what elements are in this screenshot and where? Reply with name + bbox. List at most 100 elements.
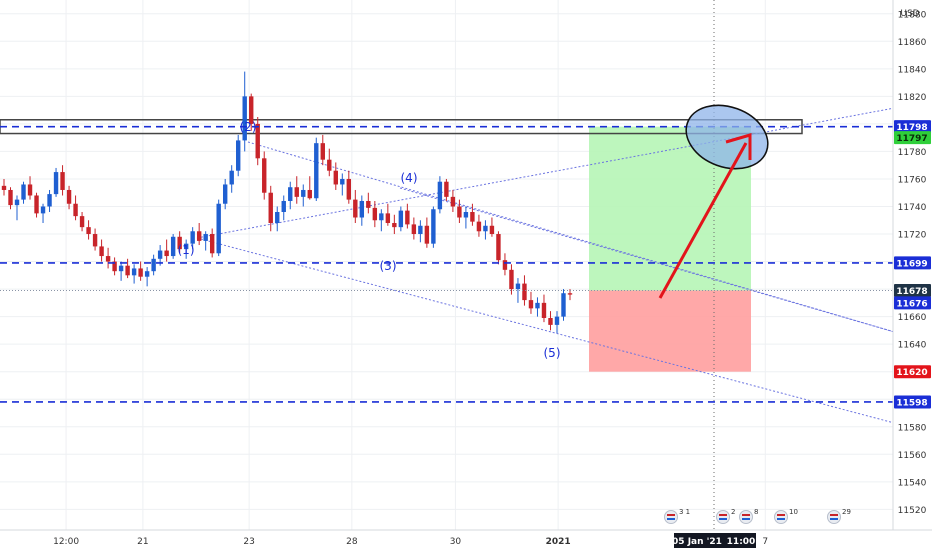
candle-body [21,184,26,200]
candle-body [522,283,527,301]
price-tick-label: 11820 [898,93,927,103]
price-tag-bg [894,256,931,270]
candle-body [307,189,312,199]
candle-body [8,189,13,206]
trend-line [196,237,932,434]
price-tick-label: 11660 [898,313,927,323]
price-tick-label: 11580 [898,423,927,433]
price-tag-bg [894,131,931,145]
candle-body [294,187,299,197]
price-tag-bg [894,120,931,134]
wave-label: (4) [401,171,418,185]
candle-body [203,234,208,241]
flag-stripe [667,514,675,516]
candle-body [528,300,534,309]
price-tag: 11620 [896,368,927,378]
candle-body [27,184,33,196]
candle-body [1,185,7,190]
candle-body [411,224,417,235]
calendar-flag-icon [739,510,753,524]
flag-stripe [742,514,750,516]
candle-body [450,196,456,207]
price-tick-label: 11640 [898,341,927,351]
candle-body [398,210,404,228]
candle-body [196,231,202,241]
calendar-badge-count: 8 [754,508,758,516]
candle-body [457,206,462,218]
candle-body [483,225,488,232]
candle-body [86,227,91,235]
candle-body [509,269,514,290]
candle-body [554,316,560,325]
candle-body [385,213,391,224]
candle-body [164,250,169,257]
price-tag-bg [894,365,931,379]
candle-body [463,212,469,218]
flag-stripe [777,518,785,520]
price-tag: 11598 [896,398,927,408]
candle-body [366,200,371,208]
time-tick-label: 30 [450,537,462,547]
price-tick-label: 11760 [898,175,927,185]
price-tag: 11699 [896,259,927,269]
time-axis[interactable]: 12:00 21 23 28 30 2021 7 05 Jan '21 11:00 [0,529,932,550]
candle-body [535,302,540,309]
candle-body [34,195,39,214]
candle-body [548,318,553,325]
candle-body [73,203,78,217]
candle-body [288,187,293,201]
price-tick-label: 11560 [898,451,927,461]
currency-label: USD [900,9,919,19]
flag-stripe [830,518,838,520]
candle-body [567,293,573,295]
candle-body [47,194,52,207]
candle-body [14,199,20,206]
candle-body [249,96,254,124]
candle-body [333,170,338,185]
crosshair-time: 11:00 [727,537,756,547]
price-axis[interactable]: USD1188011860118401182011800117801176011… [892,0,932,550]
calendar-flag-icon [774,510,788,524]
candle-body [229,170,234,185]
trendlines [196,100,932,434]
resistance-box [0,119,803,135]
candle-body [392,223,397,228]
candle-body [144,271,150,277]
calendar-badge-count: 29 [842,508,851,516]
candle-body [242,96,247,141]
calendar-flag-icon [827,510,841,524]
candle-body [118,265,124,272]
crosshair-date: 05 Jan '21 [672,537,722,547]
flag-stripe [742,518,750,520]
candle-body [92,234,98,247]
time-tick-label: 21 [137,537,148,547]
target-ellipse [685,104,769,170]
candle-body [53,172,59,195]
price-tick-label: 11740 [898,203,927,213]
price-tick-label: 11880 [898,10,927,20]
candle-body [255,123,260,159]
candle-body [437,181,443,210]
candle-body [151,258,156,272]
calendar-badges[interactable]: 3 1 2 8 10 29 [664,508,851,524]
stop-loss-zone [589,290,751,372]
price-axis-bg [893,0,932,550]
trend-line [399,187,932,344]
candle-body [157,250,163,259]
price-tag: 11678 [896,287,927,297]
candle-body [301,189,306,197]
position-zones [0,119,803,372]
candle-body [372,207,378,221]
candle-body [541,302,547,318]
time-tick-label: 2021 [546,537,571,547]
price-tick-label: 11780 [898,148,927,158]
trend-line [247,141,932,344]
candle-body [183,243,189,250]
candle-body [281,200,286,212]
projection-arrow-head [725,133,752,160]
calendar-flag-icon [664,510,678,524]
candle-body [99,246,104,257]
calendar-badge-count: 2 [731,508,735,516]
price-tick-label: 11540 [898,478,927,488]
